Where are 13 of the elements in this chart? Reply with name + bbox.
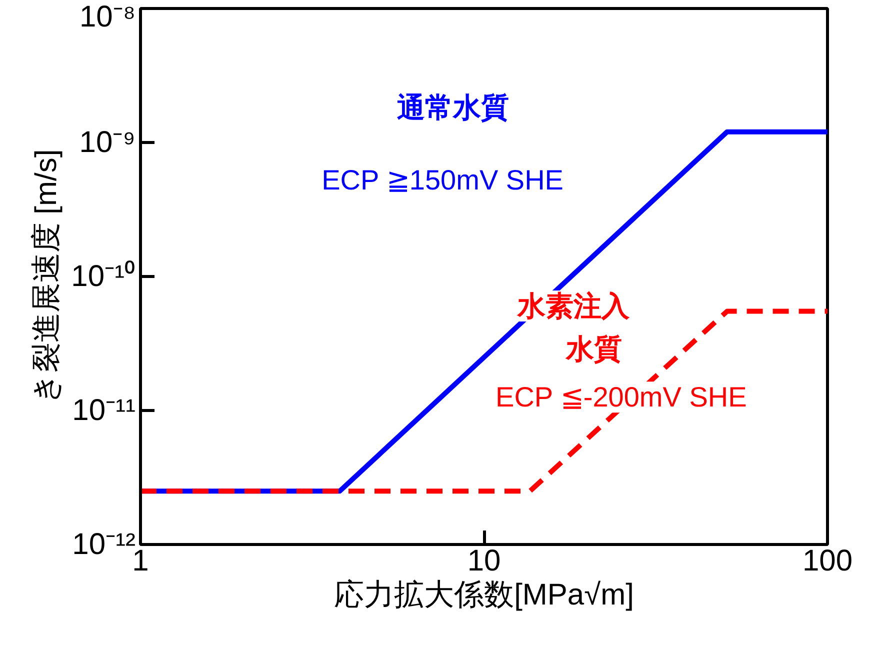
y-tick-label: 10⁻⁸ (79, 0, 136, 34)
x-tick-label: 100 (802, 544, 853, 578)
x-tick-label: 10 (467, 544, 501, 578)
y-tick-label: 10⁻¹¹ (72, 394, 136, 427)
annotation: 水質 (564, 333, 622, 364)
y-tick-label: 10⁻¹⁰ (71, 260, 136, 293)
annotation: 水素注入 (516, 290, 630, 322)
x-axis-title: 応力拡大係数[MPa√m] (334, 578, 634, 612)
y-axis-title: き裂進展速度 [m/s] (30, 149, 64, 404)
annotation: 通常水質 (397, 92, 510, 124)
annotation: ECP ≧150mV SHE (322, 164, 564, 196)
annotation: ECP ≦-200mV SHE (496, 382, 747, 413)
y-tick-label: 10⁻⁹ (79, 126, 136, 159)
